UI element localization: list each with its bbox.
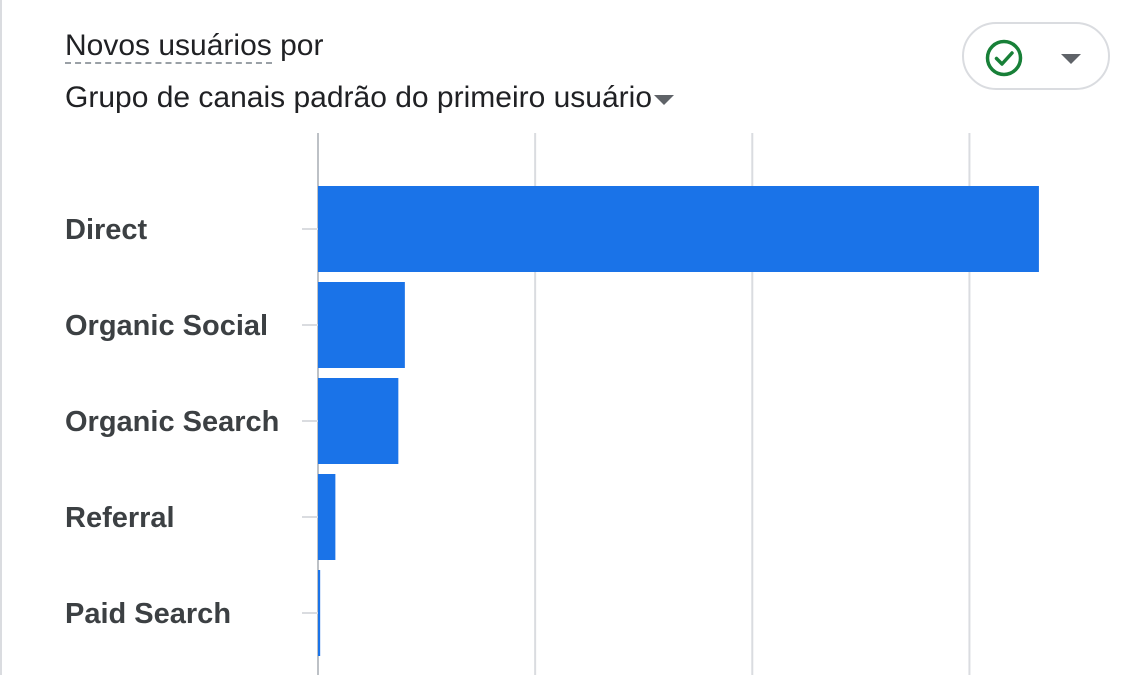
category-label: Direct (65, 214, 148, 246)
category-label: Organic Search (65, 406, 279, 438)
check-circle-icon (985, 39, 1023, 77)
insight-status-button[interactable] (962, 22, 1110, 90)
bar-organic-search[interactable] (318, 378, 399, 464)
bar-referral[interactable] (318, 474, 336, 560)
caret-down-icon (654, 95, 675, 105)
title-connector: por (280, 29, 324, 62)
category-label: Paid Search (65, 598, 231, 630)
category-label: Organic Social (65, 310, 268, 342)
category-label: Referral (65, 502, 175, 534)
bar-organic-social[interactable] (318, 282, 405, 368)
bar-paid-search[interactable] (318, 570, 321, 656)
card-title: Novos usuários por (65, 28, 323, 64)
metric-selector[interactable]: Novos usuários (65, 29, 272, 64)
bar-direct[interactable] (318, 186, 1039, 272)
caret-down-icon (1061, 54, 1081, 64)
dimension-label: Grupo de canais padrão do primeiro usuár… (65, 81, 653, 114)
dimension-selector[interactable]: Grupo de canais padrão do primeiro usuár… (65, 80, 675, 116)
